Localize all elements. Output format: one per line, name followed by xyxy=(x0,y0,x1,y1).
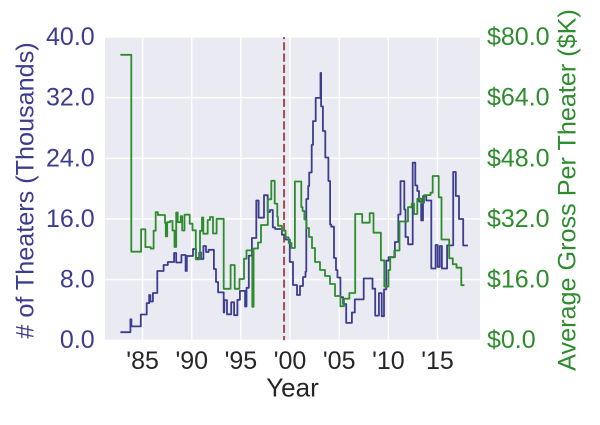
svg-text:'15: '15 xyxy=(421,347,454,375)
svg-text:8.0: 8.0 xyxy=(60,266,95,294)
svg-text:'85: '85 xyxy=(126,347,159,375)
svg-text:40.0: 40.0 xyxy=(46,23,95,51)
svg-text:$64.0: $64.0 xyxy=(487,84,550,112)
svg-text:# of Theaters (Thousands): # of Theaters (Thousands) xyxy=(12,42,40,338)
svg-text:Year: Year xyxy=(266,373,319,403)
svg-text:$32.0: $32.0 xyxy=(487,205,550,233)
svg-text:'00: '00 xyxy=(274,347,307,375)
svg-text:$80.0: $80.0 xyxy=(487,23,550,51)
svg-text:0.0: 0.0 xyxy=(60,326,95,354)
svg-text:'90: '90 xyxy=(176,347,209,375)
svg-text:$48.0: $48.0 xyxy=(487,144,550,172)
svg-text:$16.0: $16.0 xyxy=(487,266,550,294)
svg-text:'95: '95 xyxy=(225,347,258,375)
svg-text:'10: '10 xyxy=(372,347,405,375)
svg-text:$0.0: $0.0 xyxy=(487,326,536,354)
svg-text:16.0: 16.0 xyxy=(46,205,95,233)
svg-text:Average Gross Per Theater ($K): Average Gross Per Theater ($K) xyxy=(554,9,582,371)
svg-text:'05: '05 xyxy=(323,347,356,375)
svg-text:24.0: 24.0 xyxy=(46,144,95,172)
svg-text:32.0: 32.0 xyxy=(46,84,95,112)
